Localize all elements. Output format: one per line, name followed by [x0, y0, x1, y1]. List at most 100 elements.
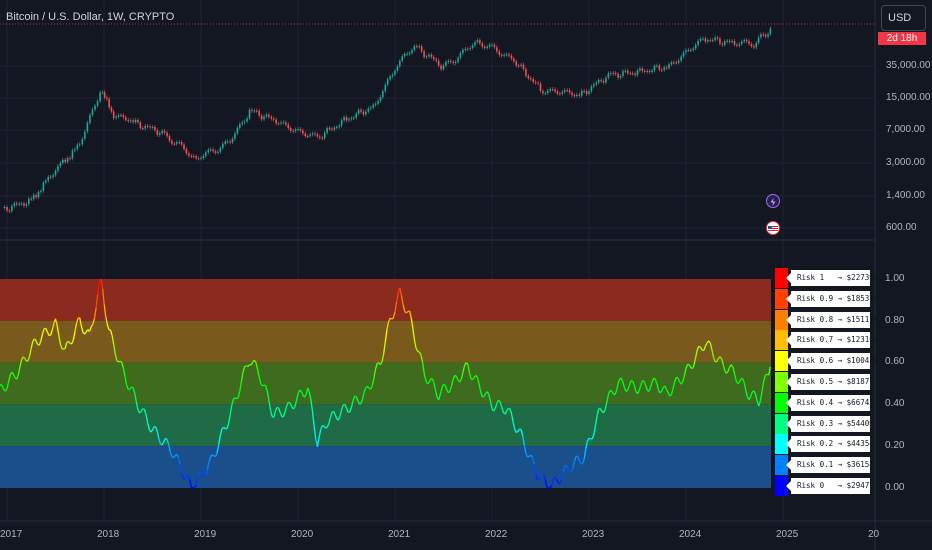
- legend-label: Risk 0.3 → $54409: [786, 415, 874, 432]
- risk-line-segment: [504, 410, 508, 415]
- currency-button[interactable]: USD: [881, 5, 926, 31]
- candle-body: [192, 156, 195, 158]
- candle-body: [656, 65, 658, 67]
- risk-line-segment: [139, 410, 142, 414]
- risk-line-segment: [676, 376, 679, 379]
- risk-line-segment: [179, 464, 183, 474]
- risk-tick: 0.00: [885, 482, 905, 493]
- risk-line-segment: [208, 456, 212, 462]
- candle-body: [115, 116, 117, 118]
- candle-body: [481, 43, 484, 47]
- risk-line-segment: [84, 331, 87, 335]
- candle-body: [486, 46, 488, 48]
- candle-body: [493, 44, 496, 48]
- risk-line-segment: [129, 386, 132, 390]
- risk-line-segment: [360, 398, 364, 404]
- candle-body: [110, 107, 113, 112]
- risk-line-segment: [318, 429, 322, 439]
- candle-body: [471, 45, 474, 48]
- risk-line-segment: [143, 409, 147, 415]
- risk-line-segment: [604, 402, 608, 410]
- candle-body: [525, 69, 527, 76]
- risk-line-segment: [480, 391, 483, 397]
- candle-body: [762, 34, 765, 36]
- risk-line-segment: [193, 484, 197, 489]
- candle-body: [716, 37, 719, 39]
- candle-body: [156, 130, 159, 135]
- risk-line-segment: [651, 377, 655, 383]
- lightning-icon[interactable]: [766, 194, 780, 208]
- risk-line-segment: [332, 411, 336, 415]
- risk-line-segment: [688, 364, 692, 369]
- risk-line-segment: [265, 385, 268, 392]
- risk-line-segment: [379, 361, 383, 366]
- risk-line-segment: [344, 404, 348, 409]
- risk-line-segment: [219, 428, 223, 436]
- risk-line-segment: [122, 368, 126, 377]
- candle-body: [352, 117, 355, 119]
- candle-body: [103, 92, 106, 98]
- symbol-title[interactable]: Bitcoin / U.S. Dollar, 1W, CRYPTO: [6, 11, 175, 23]
- candle-body: [239, 124, 241, 128]
- risk-line-segment: [256, 369, 260, 378]
- risk-line-segment: [733, 373, 737, 381]
- candle-body: [74, 149, 76, 151]
- risk-line-segment: [674, 376, 677, 382]
- candle-body: [166, 132, 168, 137]
- risk-line-segment: [585, 441, 589, 450]
- risk-line-segment: [121, 362, 125, 369]
- risk-line-segment: [400, 295, 404, 305]
- candle-body: [260, 115, 263, 120]
- risk-line-segment: [337, 415, 341, 421]
- risk-line-segment: [67, 341, 71, 344]
- risk-line-segment: [478, 383, 482, 392]
- candle-body: [522, 64, 525, 70]
- risk-line-segment: [748, 396, 752, 400]
- risk-line-segment: [669, 393, 672, 397]
- candle-body: [374, 103, 377, 105]
- candle-body: [389, 76, 391, 80]
- legend-swatch: [775, 351, 788, 372]
- candle-body: [355, 113, 357, 118]
- candle-body: [544, 93, 547, 95]
- candle-body: [510, 55, 513, 59]
- candle-body: [406, 53, 408, 55]
- risk-line-segment: [583, 448, 587, 460]
- candle-body: [66, 158, 69, 162]
- risk-line-segment: [231, 399, 234, 406]
- risk-line-segment: [402, 304, 406, 312]
- risk-line-segment: [712, 357, 716, 363]
- legend-swatch: [775, 392, 788, 413]
- risk-line-segment: [381, 353, 385, 362]
- candle-body: [171, 140, 173, 144]
- risk-line-segment: [649, 381, 653, 389]
- risk-line-segment: [648, 387, 652, 392]
- risk-line-segment: [389, 317, 393, 320]
- candle-body: [340, 120, 343, 126]
- risk-line-segment: [475, 374, 478, 379]
- risk-line-segment: [93, 307, 97, 319]
- candle-body: [462, 49, 464, 53]
- us-flag-icon[interactable]: [766, 221, 780, 235]
- price-tick: 1,400.00: [886, 190, 925, 201]
- risk-line-segment: [586, 437, 590, 442]
- risk-line-segment: [565, 464, 569, 469]
- candle-body: [384, 84, 387, 92]
- risk-line-segment: [113, 344, 116, 355]
- candle-body: [469, 47, 471, 49]
- candle-body: [304, 133, 307, 137]
- legend-swatch: [775, 455, 788, 476]
- risk-line-segment: [677, 377, 681, 383]
- risk-line-segment: [620, 377, 624, 383]
- candle-body: [500, 54, 503, 56]
- risk-line-segment: [16, 374, 19, 380]
- risk-line-segment: [58, 334, 61, 345]
- risk-line-segment: [101, 288, 105, 305]
- risk-tick: 0.20: [885, 440, 905, 451]
- candle-body: [37, 191, 40, 198]
- risk-line-segment: [638, 385, 642, 392]
- risk-line-segment: [541, 473, 544, 476]
- candle-body: [452, 61, 454, 64]
- candle-body: [580, 90, 583, 96]
